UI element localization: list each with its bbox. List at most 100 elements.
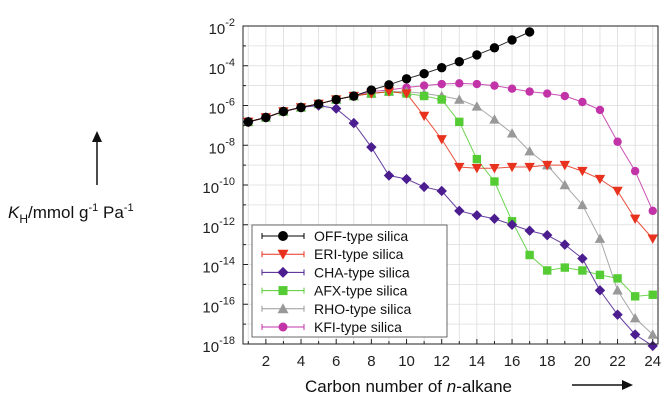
data-point — [489, 43, 500, 53]
series-markers — [243, 27, 658, 352]
legend: OFF-type silica ERI-type silica CHA-type s… — [251, 224, 448, 338]
x-label-pre: Carbon number of — [305, 377, 447, 396]
x-tick-label: 22 — [609, 353, 626, 370]
data-point — [525, 250, 534, 260]
data-point — [559, 160, 571, 171]
data-point — [278, 106, 289, 117]
y-tick-label: 10-12 — [202, 216, 235, 237]
data-point — [629, 329, 641, 340]
data-point — [629, 214, 641, 224]
data-point — [613, 274, 622, 283]
x-label-post: -alkane — [456, 377, 512, 396]
legend-label: RHO-type silica — [314, 301, 411, 317]
data-point — [472, 154, 482, 164]
legend-label: ERI-type silica — [314, 246, 404, 262]
data-point — [383, 87, 395, 97]
data-point — [524, 162, 535, 173]
data-point — [471, 101, 483, 111]
data-point — [647, 329, 658, 339]
data-point — [612, 309, 623, 320]
data-point — [595, 105, 605, 115]
y-tick-label: 10-8 — [209, 136, 235, 157]
data-point — [419, 81, 429, 90]
legend-marker — [277, 249, 289, 260]
x-tick-label: 12 — [433, 353, 450, 370]
legend-label: KFI-type silica — [314, 319, 402, 335]
data-point — [419, 68, 429, 79]
data-point — [419, 91, 429, 101]
data-point — [436, 185, 447, 197]
data-point — [296, 102, 306, 113]
data-point — [506, 128, 518, 138]
data-point — [454, 56, 464, 67]
data-point — [331, 94, 341, 105]
x-tick-label: 24 — [644, 353, 661, 370]
data-point — [366, 141, 377, 153]
data-point — [330, 103, 342, 114]
x-axis-arrow — [572, 380, 633, 390]
data-point — [560, 263, 570, 272]
data-point — [418, 111, 430, 122]
data-point — [559, 179, 571, 190]
data-point — [507, 35, 517, 45]
x-tick-label: 18 — [539, 353, 556, 370]
data-point — [524, 225, 535, 236]
y-label-unit: /mmol g — [28, 203, 88, 222]
y-label-unit2: Pa — [98, 203, 124, 222]
data-point — [401, 74, 412, 84]
x-label-italic: n — [447, 377, 456, 396]
y-tick-label: 10-18 — [202, 335, 235, 356]
data-point — [490, 177, 499, 186]
data-point — [437, 62, 447, 73]
data-point — [577, 166, 588, 177]
data-point — [594, 285, 606, 296]
y-tick-label: 10-6 — [209, 97, 235, 118]
x-tick-label: 16 — [504, 353, 521, 370]
data-point — [472, 50, 482, 60]
data-point — [647, 340, 658, 352]
x-tick-label: 8 — [367, 353, 375, 370]
data-point — [313, 99, 324, 109]
y-axis-arrow — [92, 131, 102, 185]
data-point — [437, 95, 446, 104]
data-point — [543, 89, 552, 98]
data-point — [348, 117, 359, 129]
data-point — [612, 186, 623, 197]
data-point — [524, 27, 535, 37]
data-point — [418, 181, 430, 193]
data-point — [612, 285, 623, 295]
data-point — [401, 89, 412, 99]
data-point — [261, 112, 271, 123]
data-point — [507, 84, 517, 93]
data-point — [560, 91, 570, 101]
data-point — [630, 292, 640, 301]
legend-marker — [278, 322, 288, 332]
y-label-main: K — [8, 203, 20, 222]
data-point — [542, 229, 553, 241]
x-tick-label: 20 — [574, 353, 591, 370]
data-point — [349, 91, 359, 101]
data-point — [472, 79, 482, 89]
data-point — [578, 266, 587, 275]
data-point — [401, 173, 412, 185]
x-tick-label: 6 — [332, 353, 340, 370]
data-point — [524, 146, 535, 156]
data-point — [243, 117, 253, 127]
data-point — [454, 94, 465, 104]
legend-marker — [277, 266, 289, 278]
legend-label: OFF-type silica — [314, 228, 408, 244]
data-point — [525, 87, 534, 96]
legend-box — [251, 224, 448, 338]
x-tick-label: 10 — [398, 353, 415, 370]
data-point — [489, 164, 500, 174]
data-point — [436, 135, 447, 145]
data-point — [629, 312, 641, 323]
data-point — [577, 199, 588, 210]
data-point — [437, 79, 446, 89]
y-tick-label: 10-2 — [209, 17, 235, 38]
y-axis-label: KH/mmol g-1 Pa-1 — [8, 202, 134, 226]
data-point — [454, 205, 465, 217]
x-tick-label: 4 — [297, 353, 305, 370]
data-point — [471, 164, 483, 174]
data-point — [383, 170, 395, 181]
